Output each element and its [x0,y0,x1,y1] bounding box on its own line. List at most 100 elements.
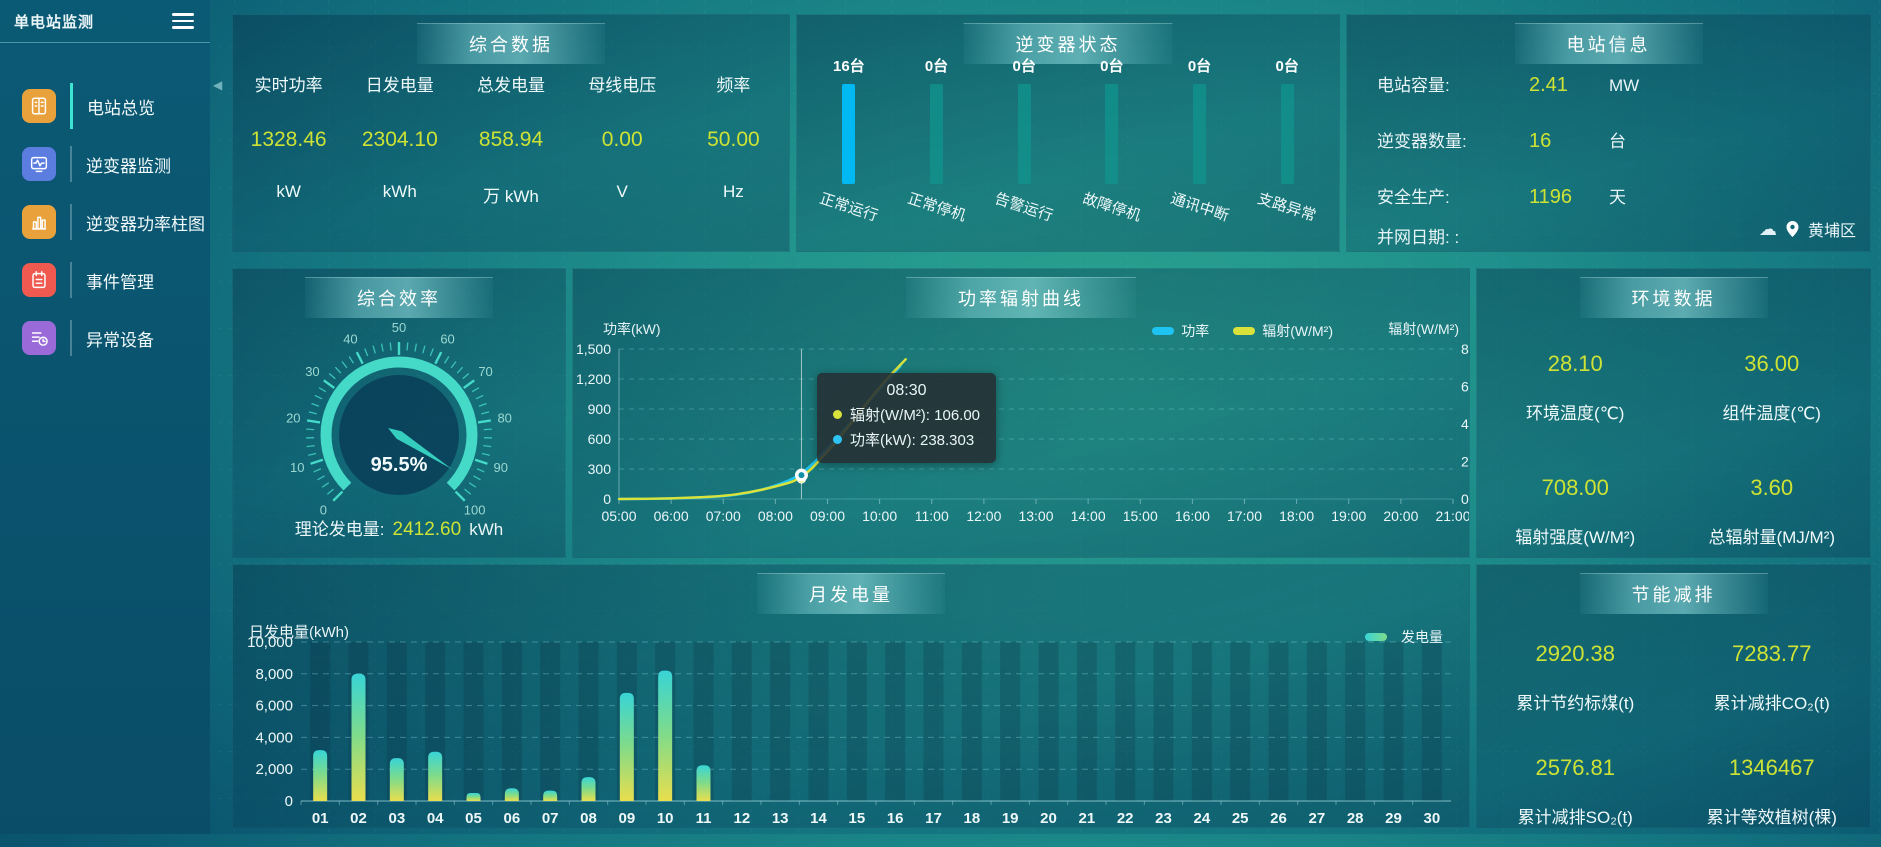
metric-unit: kW [233,182,344,202]
radiation-dot-icon [833,410,842,419]
sidebar-item-power-bars[interactable]: 逆变器功率柱图 [0,193,210,251]
tooltip-row-power: 功率(kW): 238.303 [833,429,980,450]
svg-text:09: 09 [618,810,635,827]
inverter-status-column: 16台正常运行 [805,55,893,217]
svg-text:07:00: 07:00 [706,508,741,524]
svg-text:60: 60 [440,332,454,347]
weather-cloud-icon: ☁ [1759,220,1777,238]
chart-tooltip: 08:30 辐射(W/M²): 106.00 功率(kW): 238.303 [817,373,996,463]
metric-unit: Hz [678,182,789,202]
svg-text:80: 80 [497,410,511,425]
panel-title-environment: 环境数据 [1580,277,1768,318]
inverter-count-label: 16台 [833,55,865,76]
metric-label: 频率 [678,71,789,96]
svg-text:18: 18 [963,810,980,827]
svg-text:05: 05 [465,810,482,827]
svg-text:22: 22 [1117,810,1134,827]
metric-unit: kWh [344,182,455,202]
svg-text:12: 12 [733,810,750,827]
inverter-count-label: 0台 [925,55,948,76]
menu-item-divider [70,204,72,240]
station-info-label: 电站容量: [1377,71,1529,96]
svg-text:26: 26 [1270,810,1287,827]
inverter-status-column: 0台支路异常 [1243,55,1331,217]
inverter-count-label: 0台 [1100,55,1123,76]
legend-item-radiation[interactable]: 辐射(W/M²) [1233,321,1333,341]
inverter-monitor-icon [22,147,56,181]
tooltip-row-radiation: 辐射(W/M²): 106.00 [833,404,980,425]
generation-bar [352,674,366,801]
stat-value: 708.00 [1477,475,1674,501]
legend-marker-power [1152,327,1174,335]
grid-connection-date: 并网日期: : [1377,223,1459,248]
svg-text:50: 50 [392,320,406,335]
svg-text:18:00: 18:00 [1279,508,1314,524]
legend-label-power: 功率 [1181,321,1209,341]
svg-text:01: 01 [312,810,329,827]
theoretical-generation-unit: kWh [469,520,503,539]
svg-text:09:00: 09:00 [810,508,845,524]
station-photo [1663,73,1869,205]
svg-text:0: 0 [1461,491,1469,507]
power-radiation-chart-plot[interactable]: 1,5001,2009006003000800600400200005:0006… [573,269,1469,557]
generation-bar [697,765,711,801]
stat-value: 3.60 [1674,475,1871,501]
svg-text:17:00: 17:00 [1227,508,1262,524]
svg-text:07: 07 [542,810,559,827]
stat-value: 1346467 [1674,755,1871,781]
station-location: ☁ 黄埔区 [1759,217,1856,241]
sidebar-item-label: 异常设备 [86,326,154,351]
generation-bar [313,750,327,801]
station-info-unit: 天 [1609,183,1626,208]
svg-text:24: 24 [1193,810,1210,827]
inverter-status-category: 告警运行 [992,187,1056,226]
svg-text:05:00: 05:00 [601,508,636,524]
inverter-status-bar [1105,84,1118,184]
inverter-status-bar [1193,84,1206,184]
sidebar-item-label: 事件管理 [86,268,154,293]
metric-value: 858.94 [455,128,566,152]
svg-text:29: 29 [1385,810,1402,827]
theoretical-generation-label: 理论发电量: [295,520,385,539]
svg-text:08:00: 08:00 [758,508,793,524]
svg-text:1,500: 1,500 [576,341,611,357]
sidebar-item-label: 逆变器监测 [86,152,171,177]
inverter-status-column: 0台通讯中断 [1156,55,1244,217]
station-info-unit: 台 [1609,127,1626,152]
svg-text:0: 0 [285,793,293,810]
svg-text:13: 13 [772,810,789,827]
sidebar-item-abnormal-device[interactable]: 异常设备 [0,309,210,367]
sidebar-item-overview[interactable]: 电站总览 [0,77,210,135]
metric-label: 母线电压 [567,71,678,96]
legend-item-power[interactable]: 功率 [1152,321,1209,341]
svg-text:4,000: 4,000 [255,729,293,746]
location-label: 黄埔区 [1808,217,1856,241]
inverter-count-label: 0台 [1188,55,1211,76]
generation-bar [543,791,557,801]
stat-label: 环境温度(℃) [1477,399,1674,424]
svg-text:20: 20 [286,410,300,425]
sidebar-item-inverter-monitor[interactable]: 逆变器监测 [0,135,210,193]
sidebar-item-event-manage[interactable]: 事件管理 [0,251,210,309]
monthly-legend[interactable]: 发电量 [1365,627,1443,647]
menu-toggle-icon[interactable] [170,9,196,33]
gauge-value: 95.5% [371,454,428,476]
stat-value: 2576.81 [1477,755,1674,781]
menu-item-divider [70,146,72,182]
sidebar-collapse-arrow[interactable]: ◀ [213,78,222,92]
